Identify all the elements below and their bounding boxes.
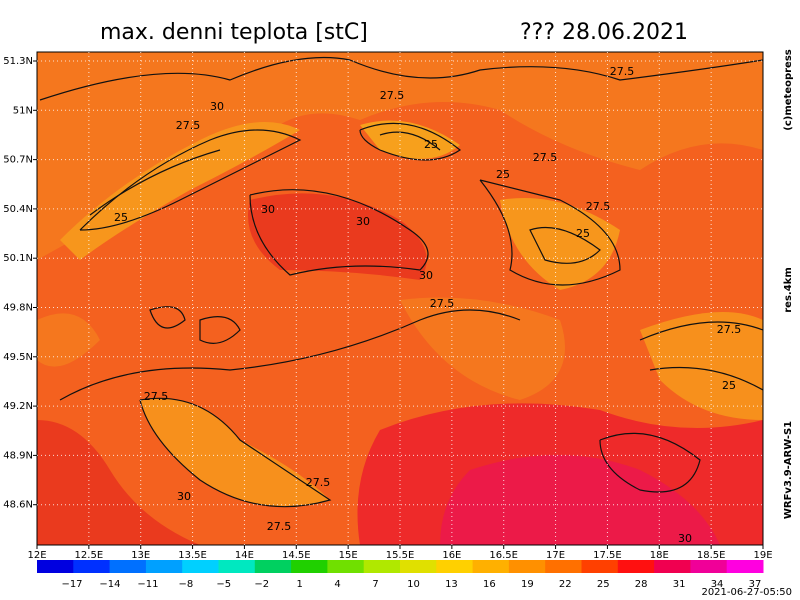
- colorbar: −17 −14 −11 −8 −5 −2 1 4 7 10 13 16 19 22 25 28 31 34 37: [37, 560, 764, 590]
- colorbar-label: 10: [407, 579, 420, 590]
- colorbar-swatch: [363, 560, 401, 573]
- colorbar-swatch: [654, 560, 691, 573]
- contour-label: 25: [114, 211, 128, 224]
- lon-label: 16E: [442, 550, 461, 561]
- colorbar-swatch: [690, 560, 728, 573]
- model-name: WRFv3.9-ARW-S1: [783, 421, 794, 519]
- lat-label: 48.6N: [3, 500, 33, 511]
- colorbar-swatch: [291, 560, 328, 573]
- colorbar-swatch: [581, 560, 619, 573]
- contour-label: 25: [576, 227, 590, 240]
- lat-label: 50.7N: [3, 155, 33, 166]
- lon-label: 17.5E: [593, 550, 622, 561]
- lon-label: 13E: [131, 550, 150, 561]
- colorbar-swatch: [472, 560, 510, 573]
- contour-label: 27.5: [267, 520, 292, 533]
- lon-label: 17E: [546, 550, 565, 561]
- lon-label: 14E: [235, 550, 254, 561]
- colorbar-swatch: [436, 560, 474, 573]
- lat-label: 49.2N: [3, 401, 33, 412]
- colorbar-swatch: [726, 560, 764, 573]
- colorbar-swatch: [73, 560, 111, 573]
- contour-label: 25: [722, 379, 736, 392]
- colorbar-label: 1: [296, 579, 302, 590]
- colorbar-swatch: [254, 560, 292, 573]
- lat-label: 48.9N: [3, 450, 33, 461]
- contour-label: 30: [210, 100, 224, 113]
- contour-label: 27.5: [176, 119, 201, 132]
- colorbar-label: 7: [372, 579, 378, 590]
- lon-label: 13.5E: [178, 550, 207, 561]
- lat-label: 51N: [13, 105, 33, 116]
- colorbar-label: −2: [254, 579, 269, 590]
- lon-label: 12.5E: [75, 550, 104, 561]
- resolution: res.4km: [783, 267, 794, 313]
- contour-label: 27.5: [610, 65, 635, 78]
- colorbar-label: 37: [749, 579, 762, 590]
- colorbar-swatch: [400, 560, 437, 573]
- lon-label: 15E: [339, 550, 358, 561]
- contour-label: 27.5: [380, 89, 405, 102]
- colorbar-label: −11: [137, 579, 158, 590]
- colorbar-label: 22: [559, 579, 572, 590]
- contour-label: 30: [419, 269, 433, 282]
- colorbar-swatch: [182, 560, 219, 573]
- contour-label: 30: [356, 215, 370, 228]
- lat-label: 49.5N: [3, 352, 33, 363]
- colorbar-swatch: [109, 560, 147, 573]
- colorbar-swatch: [508, 560, 546, 573]
- colorbar-swatch: [327, 560, 365, 573]
- contour-label: 27.5: [717, 323, 742, 336]
- colorbar-label: −17: [61, 579, 82, 590]
- lon-label: 19E: [753, 550, 772, 561]
- contour-label: 30: [177, 490, 191, 503]
- contour-label: 30: [261, 203, 275, 216]
- colorbar-swatch: [218, 560, 256, 573]
- lat-label: 50.1N: [3, 253, 33, 264]
- contour-label: 27.5: [586, 200, 611, 213]
- timestamp: 2021-06-27-05:50: [701, 587, 792, 598]
- copyright: (c)meteopress: [783, 49, 794, 131]
- colorbar-swatch: [37, 560, 74, 573]
- colorbar-label: 19: [521, 579, 534, 590]
- contour-label: 30: [678, 532, 692, 545]
- colorbar-label: 4: [334, 579, 340, 590]
- colorbar-label: −8: [178, 579, 193, 590]
- contour-label: 27.5: [306, 476, 331, 489]
- contour-label: 27.5: [430, 297, 455, 310]
- contour-label: 27.5: [144, 390, 169, 403]
- map-title: max. denni teplota [stC]: [100, 20, 368, 45]
- colorbar-label: 28: [635, 579, 648, 590]
- colorbar-label: −14: [99, 579, 120, 590]
- contour-label: 25: [496, 168, 510, 181]
- colorbar-swatch: [545, 560, 582, 573]
- contour-label: 25: [424, 138, 438, 151]
- colorbar-label: 34: [711, 579, 724, 590]
- colorbar-label: 13: [445, 579, 458, 590]
- colorbar-label: 16: [483, 579, 496, 590]
- colorbar-label: −5: [216, 579, 231, 590]
- lon-label: 12E: [27, 550, 46, 561]
- lat-label: 50.4N: [3, 204, 33, 215]
- colorbar-label: 31: [673, 579, 686, 590]
- lon-label: 16.5E: [489, 550, 518, 561]
- lon-label: 18.5E: [697, 550, 726, 561]
- contour-label: 27.5: [533, 151, 558, 164]
- lat-label: 51.3N: [3, 56, 33, 67]
- colorbar-swatch: [617, 560, 655, 573]
- lon-label: 18E: [650, 550, 669, 561]
- lat-label: 49.8N: [3, 303, 33, 314]
- lon-label: 14.5E: [282, 550, 311, 561]
- temperature-field: [37, 52, 763, 545]
- map-date: ??? 28.06.2021: [520, 20, 688, 45]
- colorbar-label: 25: [597, 579, 610, 590]
- lon-label: 15.5E: [386, 550, 415, 561]
- colorbar-swatch: [145, 560, 183, 573]
